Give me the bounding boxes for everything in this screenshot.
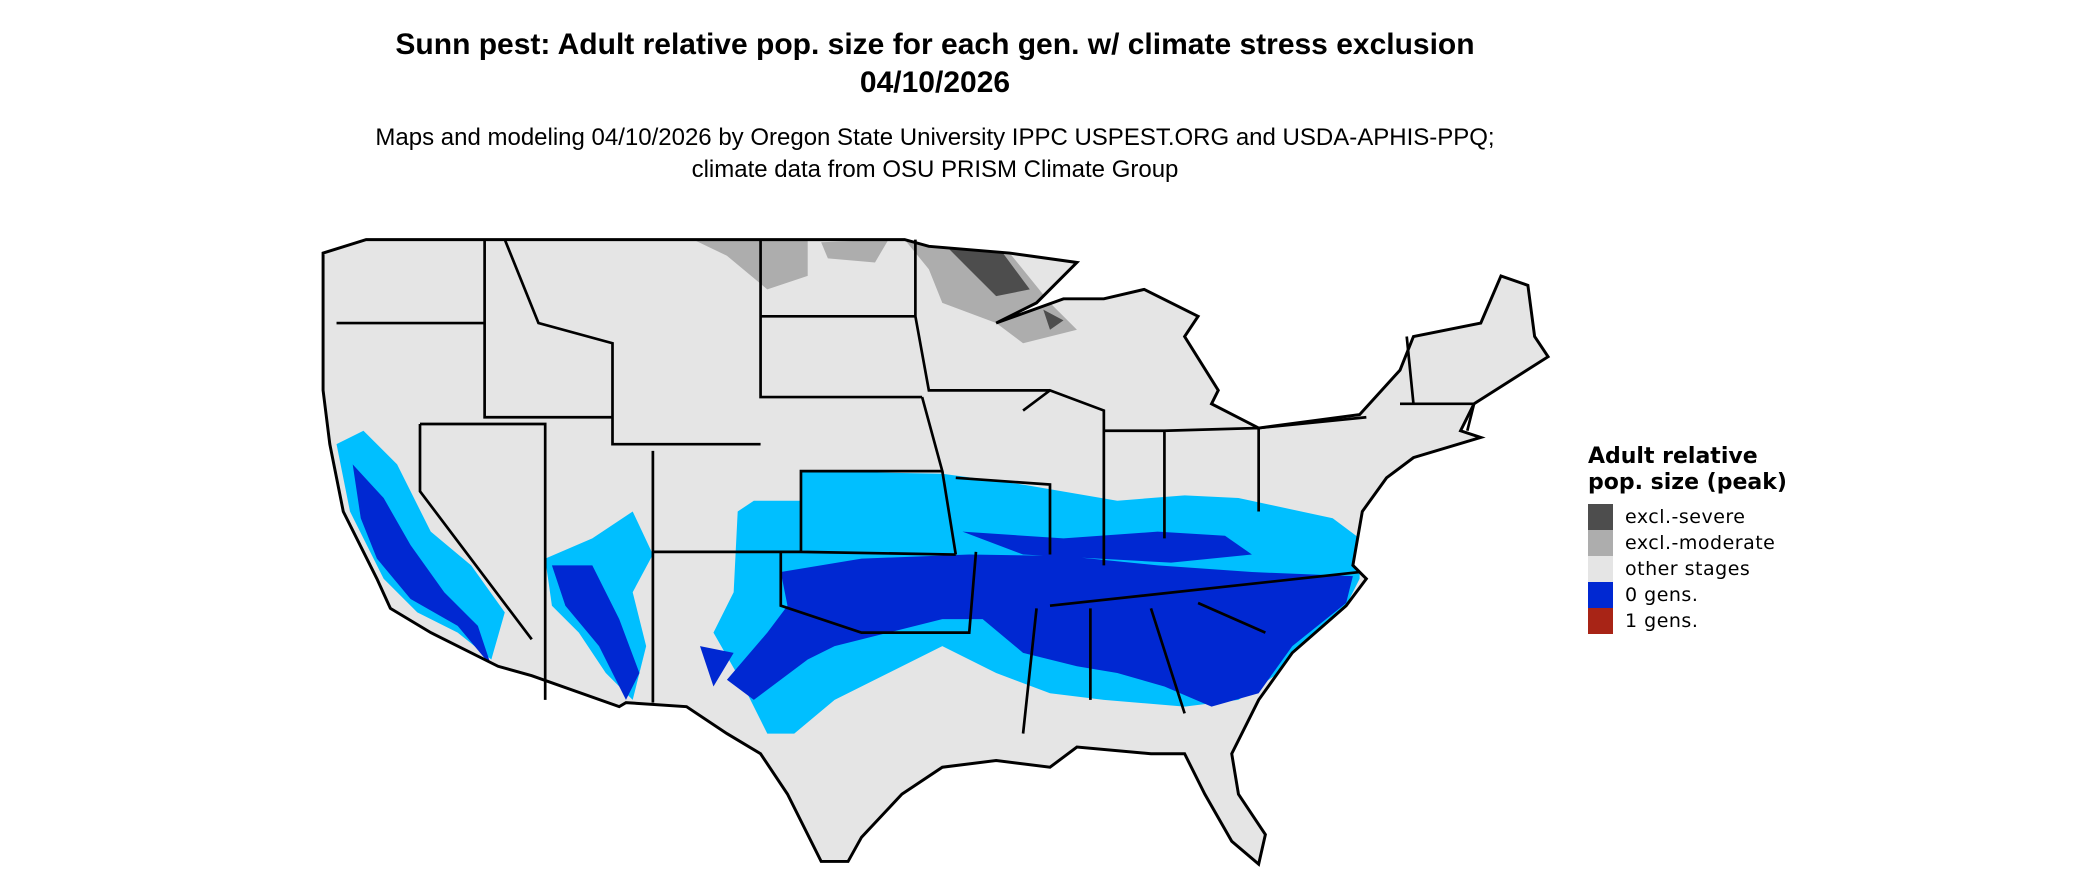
- legend-item-1-gens: 1 gens.: [1588, 608, 1808, 634]
- map-title: Sunn pest: Adult relative pop. size for …: [395, 28, 1475, 99]
- legend-label: 0 gens.: [1625, 584, 1699, 606]
- legend-swatch: [1588, 582, 1613, 608]
- excl-severe-region: [942, 242, 1064, 330]
- legend-item-excl-severe: excl.-severe: [1588, 504, 1808, 530]
- legend-swatch: [1588, 556, 1613, 582]
- legend-item-excl-moderate: excl.-moderate: [1588, 530, 1808, 556]
- legend-label: excl.-severe: [1625, 506, 1746, 528]
- legend-title: Adult relative pop. size (peak): [1588, 444, 1787, 495]
- legend-item-0-gens: 0 gens.: [1588, 582, 1808, 608]
- dark-blue-region: [352, 464, 1353, 707]
- state-borders: [336, 239, 1476, 734]
- legend-label: 1 gens.: [1625, 610, 1699, 632]
- legend-swatch: [1588, 608, 1613, 634]
- legend-item-other-stages: other stages: [1588, 556, 1808, 582]
- legend-label: other stages: [1625, 558, 1751, 580]
- legend: Adult relative pop. size (peak) excl.-se…: [1588, 444, 1808, 634]
- legend-swatch: [1588, 530, 1613, 556]
- legend-swatch: [1588, 504, 1613, 530]
- legend-label: excl.-moderate: [1625, 532, 1776, 554]
- map-subtitle: Maps and modeling 04/10/2026 by Oregon S…: [375, 124, 1495, 183]
